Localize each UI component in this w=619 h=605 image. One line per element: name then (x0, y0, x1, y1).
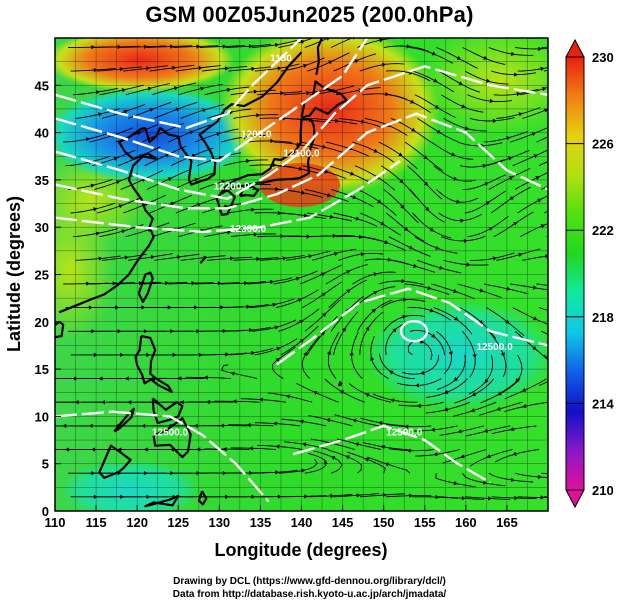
colorbar-tick-label: 230 (592, 50, 614, 65)
contour-label: 12200.0 (214, 181, 251, 192)
contour-label: 12500.0 (386, 427, 423, 438)
x-tick-label: 115 (86, 515, 107, 530)
y-tick-label: 10 (35, 409, 49, 424)
x-tick-label: 150 (373, 515, 395, 530)
colorbar-tick-label: 218 (592, 310, 614, 325)
contour-labels: 1180 1200.0 12100.0 12200.0 12300.0 12500.0 12… (152, 54, 513, 439)
credit-drawing: Drawing by DCL (https://www.gfd-dennou.o… (173, 576, 446, 587)
x-tick-label: 135 (250, 515, 272, 530)
colorbar: 210 214 218 222 226 230 (565, 38, 614, 509)
contour-label: 1200.0 (241, 129, 272, 140)
x-axis-ticks: 110 115 120 125 130 135 140 145 150 155 160 165 (45, 505, 518, 530)
y-tick-label: 45 (35, 78, 49, 93)
x-tick-label: 140 (291, 515, 313, 530)
y-tick-label: 5 (42, 457, 49, 472)
y-tick-label: 40 (35, 126, 49, 141)
x-tick-label: 125 (167, 515, 189, 530)
x-tick-label: 155 (414, 515, 436, 530)
map-title: GSM 00Z05Jun2025 (200.0hPa) (145, 2, 474, 27)
y-tick-label: 0 (42, 504, 49, 519)
contour-label: 12300.0 (230, 224, 267, 235)
contour-label: 1180 (270, 54, 292, 65)
contour-label: 12100.0 (283, 148, 320, 159)
y-tick-label: 15 (35, 362, 49, 377)
x-tick-label: 145 (332, 515, 354, 530)
colorbar-tick-label: 226 (592, 137, 614, 152)
colorbar-tick-label: 222 (592, 223, 614, 238)
y-tick-label: 25 (35, 268, 49, 283)
y-tick-label: 20 (35, 315, 49, 330)
x-tick-label: 110 (45, 515, 66, 530)
height-contours (55, 38, 548, 503)
x-axis-title: Longitude (degrees) (214, 540, 387, 560)
contour-label: 12500.0 (477, 342, 514, 353)
x-tick-label: 160 (455, 515, 477, 530)
wind-streamlines (55, 38, 548, 501)
colorbar-tick-label: 210 (592, 483, 614, 498)
x-tick-label: 130 (208, 515, 230, 530)
contour-label: 12500.0 (152, 427, 189, 438)
y-tick-label: 35 (35, 173, 49, 188)
y-axis-ticks: 0 5 10 15 20 25 30 35 40 45 (35, 78, 61, 519)
y-axis-title: Latitude (degrees) (4, 196, 24, 352)
temperature-field (55, 38, 548, 511)
x-tick-label: 120 (126, 515, 148, 530)
colorbar-tick-label: 214 (592, 396, 614, 411)
y-tick-label: 30 (35, 220, 49, 235)
credit-data-source: Data from http://database.rish.kyoto-u.a… (172, 589, 447, 600)
x-tick-label: 165 (496, 515, 518, 530)
